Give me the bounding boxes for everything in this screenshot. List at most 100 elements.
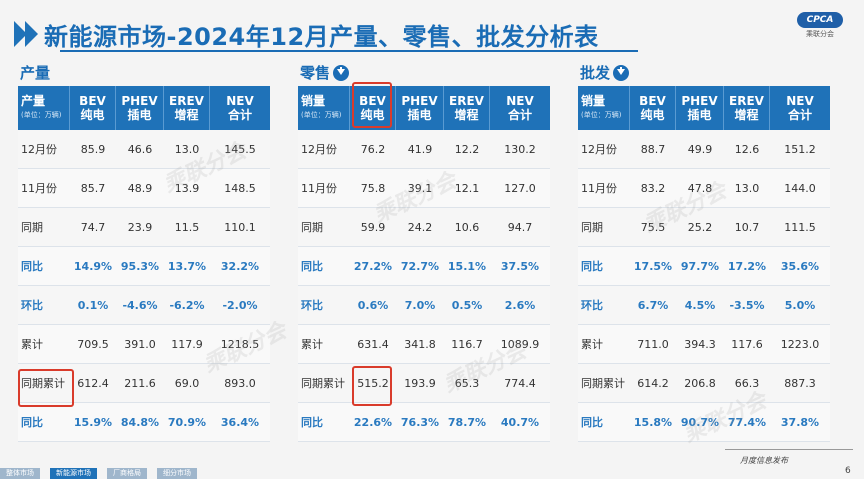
table-cell: 1218.5 [210, 325, 270, 364]
column-header-code: PHEV [681, 94, 718, 108]
table-row: 11月份 85.7 48.9 13.9 148.5 [18, 169, 270, 208]
table-cell: 117.9 [164, 325, 210, 364]
table-cell: 13.0 [164, 130, 210, 169]
table-cell: 0.6% [350, 286, 396, 325]
row-label: 同比 [298, 247, 350, 286]
table-cell: -6.2% [164, 286, 210, 325]
table-cell: 35.6% [770, 247, 830, 286]
section-heading-retail[interactable]: 零售 [300, 62, 350, 83]
bottom-tab-segments[interactable]: 细分市场 [157, 468, 197, 479]
column-header-name: 纯电 [640, 108, 665, 122]
table-cell: 24.2 [396, 208, 444, 247]
table-cell: 631.4 [350, 325, 396, 364]
header-first-cell: 销量 (单位：万辆) [578, 86, 630, 130]
row-label: 12月份 [578, 130, 630, 169]
row-label: 11月份 [578, 169, 630, 208]
column-header-name: 插电 [687, 108, 712, 122]
row-label: 累计 [18, 325, 70, 364]
table-row: 12月份 85.9 46.6 13.0 145.5 [18, 130, 270, 169]
header-first-label: 销量 [301, 94, 326, 108]
table-cell: 17.5% [630, 247, 676, 286]
table-cell: 151.2 [770, 130, 830, 169]
section-heading-production: 产量 [20, 62, 50, 83]
row-label: 同期 [18, 208, 70, 247]
table-cell: 13.0 [724, 169, 770, 208]
table-cell: 15.9% [70, 403, 116, 442]
row-label: 同期 [298, 208, 350, 247]
table-cell: 59.9 [350, 208, 396, 247]
table-cell: 12.2 [444, 130, 490, 169]
section-heading-label: 产量 [20, 64, 51, 82]
table-cell: 13.9 [164, 169, 210, 208]
table-cell: 40.7% [490, 403, 550, 442]
unit-label: (单位：万辆) [21, 111, 62, 119]
row-label: 同期累计 [578, 364, 630, 403]
section-heading-label: 批发 [580, 64, 611, 82]
table-cell: 84.8% [116, 403, 164, 442]
table-cell: 887.3 [770, 364, 830, 403]
table-cell: 37.5% [490, 247, 550, 286]
table-row: 累计 711.0 394.3 117.6 1223.0 [578, 325, 830, 364]
bottom-tab-overall[interactable]: 整体市场 [0, 468, 40, 479]
table-cell: 6.7% [630, 286, 676, 325]
bottom-tab-makers[interactable]: 厂商格局 [107, 468, 147, 479]
table-cell: 15.1% [444, 247, 490, 286]
table-cell: 74.7 [70, 208, 116, 247]
table-cell: 39.1 [396, 169, 444, 208]
row-label: 同比 [18, 247, 70, 286]
table-cell: 394.3 [676, 325, 724, 364]
table-cell: 17.2% [724, 247, 770, 286]
column-header-name: 插电 [127, 108, 152, 122]
table-row: 同比 15.9% 84.8% 70.9% 36.4% [18, 403, 270, 442]
download-icon[interactable] [613, 64, 630, 81]
table-cell: 27.2% [350, 247, 396, 286]
column-header-code: NEV [226, 94, 254, 108]
column-header-code: EREV [449, 94, 484, 108]
table-cell: 5.0% [770, 286, 830, 325]
table-cell: 47.8 [676, 169, 724, 208]
column-header-code: PHEV [401, 94, 438, 108]
column-header-code: NEV [786, 94, 814, 108]
column-header-name: 合计 [507, 108, 532, 122]
bottom-tab-nev[interactable]: 新能源市场 [50, 468, 97, 479]
table-cell: 2.6% [490, 286, 550, 325]
table-cell: 12.1 [444, 169, 490, 208]
table-row: 同期 75.5 25.2 10.7 111.5 [578, 208, 830, 247]
row-label: 11月份 [298, 169, 350, 208]
row-label: 同比 [298, 403, 350, 442]
section-heading-label: 零售 [300, 64, 331, 82]
table-header-row: 产量 (单位：万辆) BEV 纯电 PHEV 插电 EREV 增程 NEV 合计 [18, 86, 270, 130]
column-header: EREV 增程 [444, 86, 490, 130]
title-underline [60, 50, 638, 52]
table-row: 同比 22.6% 76.3% 78.7% 40.7% [298, 403, 550, 442]
table-row: 12月份 88.7 49.9 12.6 151.2 [578, 130, 830, 169]
table-cell: 10.6 [444, 208, 490, 247]
table-cell: 75.5 [630, 208, 676, 247]
column-header: NEV 合计 [770, 86, 830, 130]
column-header: BEV 纯电 [630, 86, 676, 130]
table-cell: 78.7% [444, 403, 490, 442]
bottom-nav: 整体市场 新能源市场 厂商格局 细分市场 [0, 466, 864, 479]
column-header: PHEV 插电 [396, 86, 444, 130]
table-cell: 711.0 [630, 325, 676, 364]
footer-text: 月度信息发布 [740, 456, 788, 465]
data-table: 产量 (单位：万辆) BEV 纯电 PHEV 插电 EREV 增程 NEV 合计 12月份 85.9 4… [18, 86, 270, 442]
download-icon[interactable] [333, 64, 350, 81]
row-label: 同比 [18, 403, 70, 442]
table-cell: 12.6 [724, 130, 770, 169]
table-cell: -4.6% [116, 286, 164, 325]
unit-label: (单位：万辆) [301, 111, 342, 119]
table-row: 同期累计 515.2 193.9 65.3 774.4 [298, 364, 550, 403]
table-cell: 94.7 [490, 208, 550, 247]
header-first-label: 产量 [21, 94, 46, 108]
table-cell: 13.7% [164, 247, 210, 286]
row-label: 11月份 [18, 169, 70, 208]
column-header-code: BEV [359, 94, 386, 108]
row-label: 同期累计 [298, 364, 350, 403]
table-cell: 193.9 [396, 364, 444, 403]
data-table: 销量 (单位：万辆) BEV 纯电 PHEV 插电 EREV 增程 NEV 合计 12月份 88.7 4… [578, 86, 830, 442]
table-cell: 148.5 [210, 169, 270, 208]
section-heading-wholesale[interactable]: 批发 [580, 62, 630, 83]
table-cell: 774.4 [490, 364, 550, 403]
table-cell: 97.7% [676, 247, 724, 286]
